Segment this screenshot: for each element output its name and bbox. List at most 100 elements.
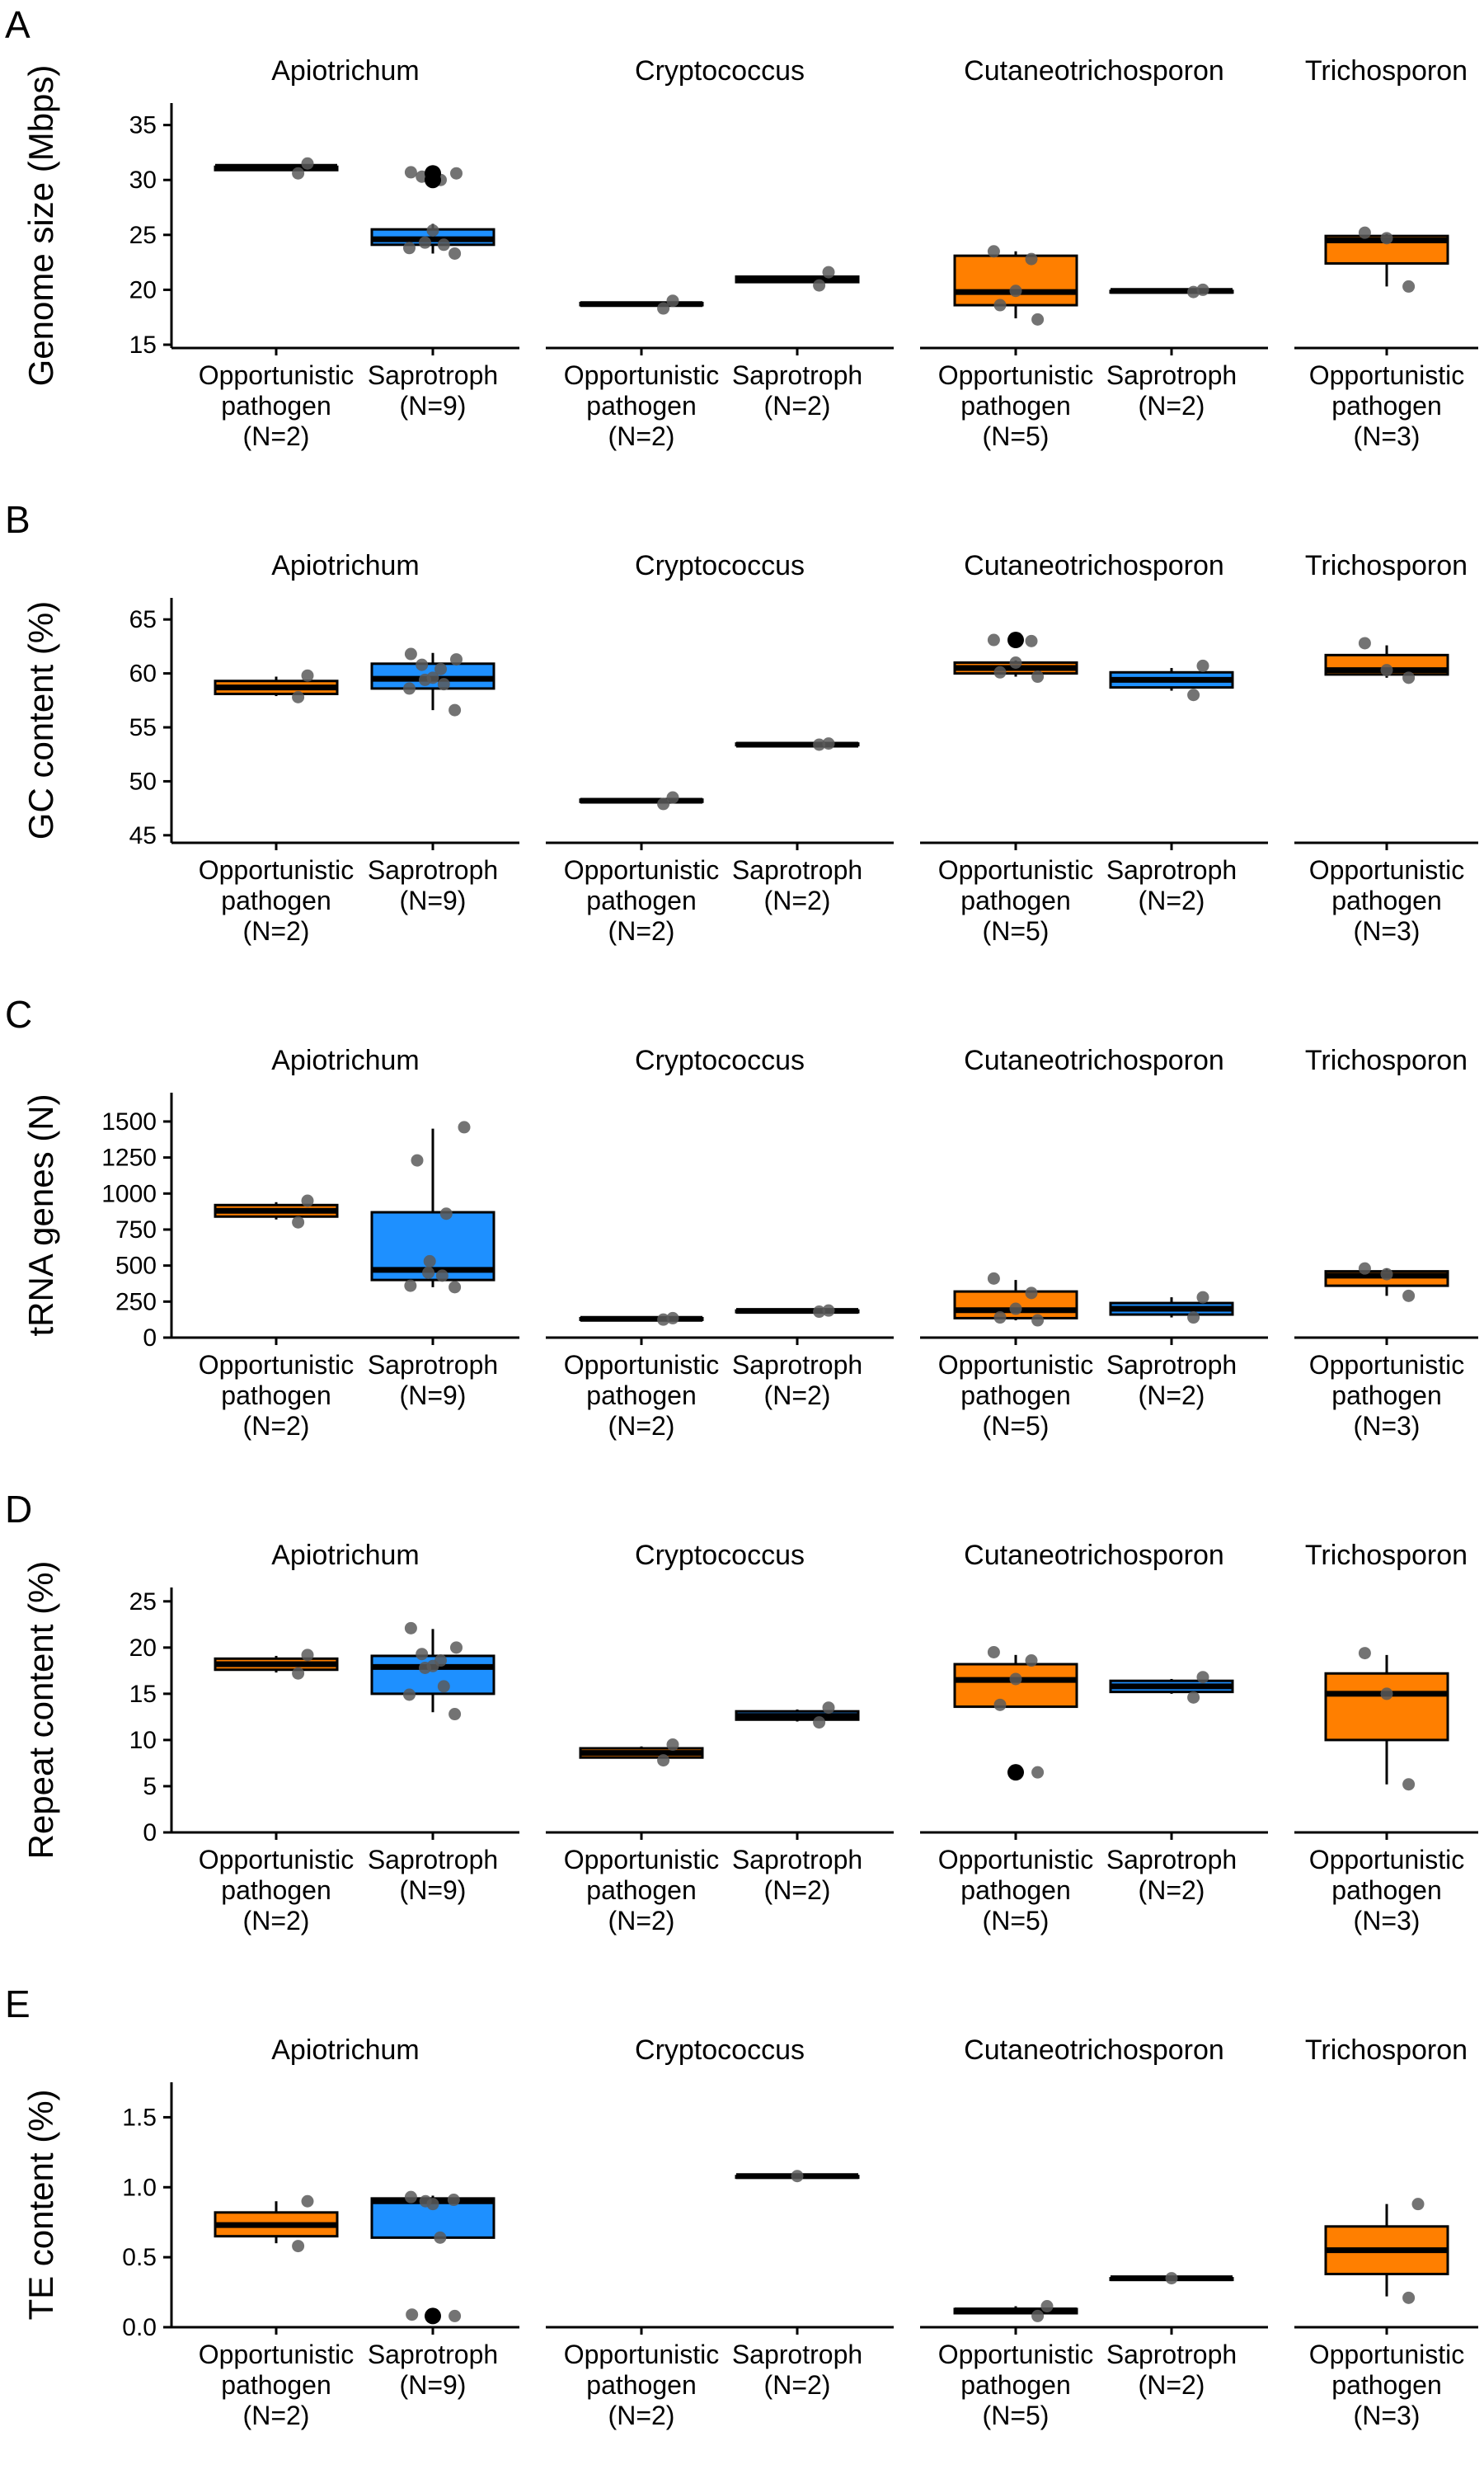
x-tick-label: Saprotroph	[1106, 1845, 1237, 1874]
facet-cryptococcus: CryptococcusOpportunisticpathogen(N=2)Sa…	[546, 550, 894, 946]
data-point	[1380, 232, 1393, 245]
y-tick-label: 1250	[101, 1145, 157, 1172]
x-tick-label: pathogen	[221, 2370, 331, 2400]
data-point	[292, 2240, 305, 2253]
x-tick-label: (N=2)	[243, 2401, 310, 2430]
data-point	[1187, 689, 1200, 702]
data-point	[422, 1266, 435, 1279]
data-point	[301, 1649, 314, 1662]
x-tick-label: Opportunistic	[199, 1845, 355, 1874]
x-tick-label: Saprotroph	[732, 360, 862, 390]
x-tick-label: pathogen	[960, 2370, 1070, 2400]
x-tick-label: Opportunistic	[564, 855, 720, 885]
box-opportunistic-pathogen	[579, 791, 704, 811]
facet-title: Trichosporon	[1305, 2034, 1468, 2066]
outlier-point	[425, 165, 441, 182]
x-tick-label: Saprotroph	[1106, 1350, 1237, 1380]
data-point	[448, 1708, 462, 1721]
x-tick-label: Opportunistic	[199, 1350, 355, 1380]
data-point	[1196, 1671, 1209, 1684]
x-tick-label: Opportunistic	[1309, 2340, 1465, 2369]
data-point	[1411, 2198, 1425, 2211]
y-tick-label: 0	[143, 1324, 157, 1352]
facet-title: Trichosporon	[1305, 1045, 1468, 1076]
y-tick-label: 0	[143, 1819, 157, 1846]
x-tick-label: (N=2)	[608, 421, 675, 451]
facet-title: Cutaneotrichosporon	[964, 1540, 1224, 1571]
y-tick-label: 45	[129, 822, 157, 849]
data-point	[1380, 1268, 1393, 1281]
iqr-box	[1324, 1672, 1449, 1742]
y-tick-label: 1000	[101, 1180, 157, 1207]
x-tick-label: (N=2)	[764, 2370, 831, 2400]
data-point	[437, 678, 450, 691]
data-point	[403, 1688, 416, 1701]
y-tick-label: 65	[129, 606, 157, 633]
facet-title: Cryptococcus	[635, 2034, 805, 2066]
x-tick-label: (N=2)	[1139, 886, 1205, 915]
data-point	[1025, 1286, 1038, 1300]
y-tick-label: 1.5	[122, 2104, 157, 2131]
data-point	[1031, 313, 1045, 326]
data-point	[437, 238, 450, 252]
data-point	[1196, 659, 1209, 672]
data-point	[1402, 671, 1416, 684]
data-point	[657, 797, 670, 811]
facet-title: Cryptococcus	[635, 550, 805, 581]
box-saprotroph	[370, 1621, 495, 1721]
data-point	[434, 1654, 447, 1667]
data-point	[434, 2231, 447, 2244]
data-point	[791, 2170, 804, 2183]
x-tick-label: pathogen	[221, 886, 331, 915]
panel-letter: B	[5, 498, 31, 541]
data-point	[993, 299, 1007, 312]
y-tick-label: 25	[129, 222, 157, 249]
box-opportunistic-pathogen	[1324, 1262, 1449, 1302]
x-tick-label: (N=2)	[608, 916, 675, 946]
data-point	[1187, 1691, 1200, 1704]
box-opportunistic-pathogen	[1324, 637, 1449, 684]
data-point	[1402, 1778, 1416, 1791]
x-tick-label: (N=9)	[400, 391, 467, 421]
x-tick-label: (N=9)	[400, 886, 467, 915]
data-point	[1009, 1672, 1022, 1686]
x-tick-label: (N=2)	[608, 2401, 675, 2430]
facet-title: Cutaneotrichosporon	[964, 2034, 1224, 2066]
outlier-point	[425, 2307, 441, 2325]
x-tick-label: Opportunistic	[1309, 855, 1465, 885]
x-tick-label: pathogen	[1331, 1875, 1441, 1905]
x-tick-label: Opportunistic	[1309, 1350, 1465, 1380]
facet-title: Cutaneotrichosporon	[964, 550, 1224, 581]
data-point	[404, 1621, 417, 1634]
x-tick-label: Opportunistic	[564, 1845, 720, 1874]
box-opportunistic-pathogen	[579, 1738, 704, 1767]
data-point	[423, 1254, 436, 1268]
box-opportunistic-pathogen	[214, 669, 339, 703]
facet-title: Cutaneotrichosporon	[964, 55, 1224, 87]
data-point	[1165, 2272, 1178, 2285]
data-point	[1196, 1291, 1209, 1304]
data-point	[1009, 285, 1022, 298]
y-tick-label: 5	[143, 1773, 157, 1800]
panel-letter: E	[5, 1982, 31, 2025]
panel-letter: D	[5, 1488, 32, 1531]
data-point	[1025, 634, 1038, 647]
y-tick-label: 50	[129, 768, 157, 795]
box-opportunistic-pathogen	[214, 157, 339, 180]
box-saprotroph	[735, 266, 860, 292]
facet-title: Cutaneotrichosporon	[964, 1045, 1224, 1076]
box-saprotroph	[370, 2190, 495, 2325]
x-tick-label: Opportunistic	[938, 1845, 1094, 1874]
y-axis-label: TE content (%)	[21, 2089, 60, 2320]
facet-cryptococcus: Cryptococcus Saprotroph(N=2)	[546, 2034, 894, 2400]
data-point	[404, 1279, 417, 1292]
x-tick-label: pathogen	[586, 1380, 696, 1410]
y-tick-label: 20	[129, 276, 157, 303]
facet-title: Trichosporon	[1305, 1540, 1468, 1571]
x-tick-label: Saprotroph	[368, 360, 498, 390]
data-point	[1025, 252, 1038, 266]
data-point	[987, 245, 1000, 258]
